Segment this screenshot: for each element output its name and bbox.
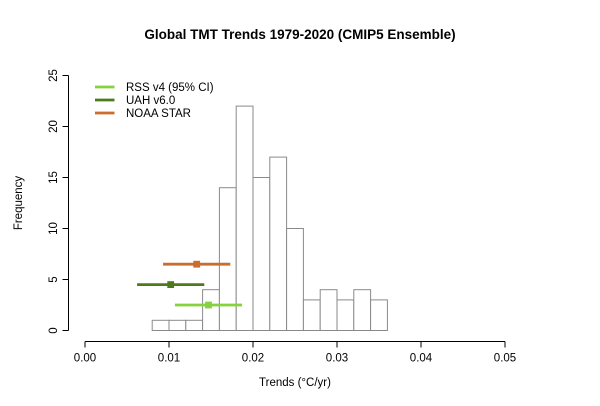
y-tick-label: 25	[48, 69, 60, 82]
histogram-bar	[151, 319, 170, 331]
chart-title: Global TMT Trends 1979-2020 (CMIP5 Ensem…	[144, 27, 455, 42]
histogram-bar	[168, 319, 187, 331]
y-axis-label: Frequency	[13, 176, 25, 231]
histogram-bar	[218, 187, 237, 331]
legend-item-label: RSS v4 (95% CI)	[126, 82, 214, 94]
error-bar-center-marker	[205, 301, 212, 309]
x-tick-label: 0.04	[410, 353, 433, 365]
legend-item-label: NOAA STAR	[126, 108, 191, 120]
histogram-bar	[269, 156, 288, 331]
observation-error-bars	[137, 260, 243, 309]
histogram-bar	[252, 177, 271, 331]
histogram-bar	[302, 299, 321, 331]
error-bar-center-marker	[193, 260, 201, 268]
x-axis: 0.00 0.01 0.02 0.03 0.04 0.05	[74, 341, 516, 365]
histogram-bar	[370, 299, 388, 331]
x-tick-label: 0.01	[158, 353, 180, 365]
x-tick-label: 0.05	[494, 353, 516, 365]
x-tick-label: 0.03	[326, 353, 348, 365]
legend-item-label: UAH v6.0	[126, 95, 175, 107]
histogram-bar	[202, 289, 220, 332]
x-axis-label: Trends (°C/yr)	[259, 377, 331, 389]
y-tick-label: 20	[48, 120, 60, 133]
histogram-bar	[185, 319, 204, 331]
y-tick-label: 10	[48, 222, 60, 235]
histogram-bar	[319, 289, 338, 332]
y-tick-label: 5	[48, 276, 60, 282]
x-tick-label: 0.00	[74, 353, 96, 365]
error-bar-center-marker	[167, 281, 175, 288]
histogram-bars	[151, 105, 388, 332]
histogram-bar	[353, 289, 372, 332]
histogram-bar	[235, 105, 254, 331]
y-tick-label: 15	[48, 171, 60, 184]
histogram-bar	[286, 228, 304, 331]
y-axis: 0 5 10 15 20 25	[48, 69, 69, 334]
x-tick-label: 0.02	[242, 353, 264, 365]
histogram-bar	[336, 299, 355, 331]
y-tick-label: 0	[48, 327, 60, 333]
